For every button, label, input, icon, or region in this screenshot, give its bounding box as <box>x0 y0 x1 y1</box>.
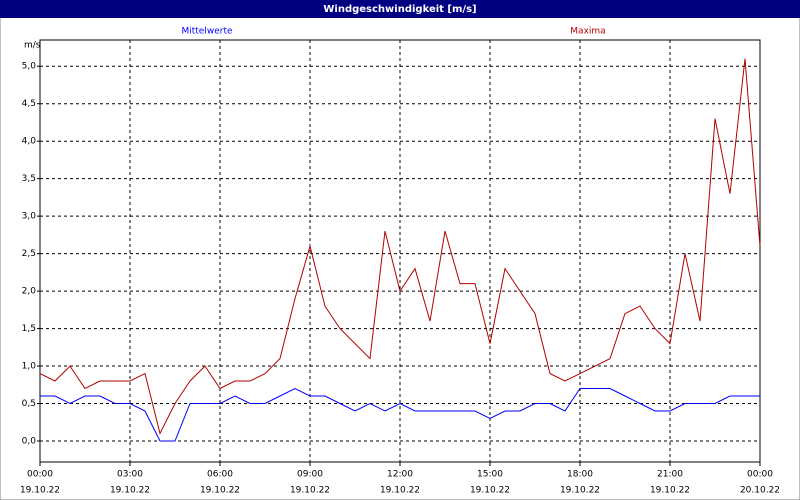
x-tick-date: 20.10.22 <box>740 486 780 496</box>
y-tick-label: 2,0 <box>22 287 37 297</box>
y-tick-label: 5,0 <box>22 62 37 72</box>
x-tick-label: 00:00 <box>27 470 53 480</box>
y-tick-label: 1,0 <box>22 362 37 372</box>
y-tick-label: 1,5 <box>22 324 36 334</box>
chart-title: Windgeschwindigkeit [m/s] <box>323 4 476 15</box>
x-tick-label: 12:00 <box>387 470 413 480</box>
x-tick-date: 19.10.22 <box>470 486 510 496</box>
y-tick-label: 3,0 <box>22 212 37 222</box>
x-tick-label: 06:00 <box>207 470 233 480</box>
y-tick-label: 0,0 <box>22 437 37 447</box>
x-tick-label: 09:00 <box>297 470 323 480</box>
x-tick-label: 00:00 <box>747 470 773 480</box>
series-line <box>40 387 760 442</box>
y-tick-label: 3,5 <box>22 174 36 184</box>
series-line <box>39 58 761 435</box>
x-tick-date: 19.10.22 <box>290 486 330 496</box>
x-tick-label: 03:00 <box>117 470 143 480</box>
x-tick-date: 19.10.22 <box>650 486 690 496</box>
y-tick-label: 0,5 <box>22 399 36 409</box>
x-tick-label: 15:00 <box>477 470 503 480</box>
y-tick-label: 2,5 <box>22 249 36 259</box>
title-bar <box>0 0 800 18</box>
x-tick-label: 21:00 <box>657 470 683 480</box>
y-tick-label: 4,0 <box>22 137 37 147</box>
x-tick-date: 19.10.22 <box>20 486 60 496</box>
legend-entry: Mittelwerte <box>181 27 232 37</box>
x-tick-date: 19.10.22 <box>380 486 420 496</box>
x-tick-date: 19.10.22 <box>560 486 600 496</box>
y-tick-label: 4,5 <box>22 99 36 109</box>
x-tick-date: 19.10.22 <box>200 486 240 496</box>
legend-entry: Maxima <box>570 27 605 37</box>
x-tick-date: 19.10.22 <box>110 486 150 496</box>
x-tick-label: 18:00 <box>567 470 593 480</box>
y-unit: m/s <box>24 41 41 51</box>
